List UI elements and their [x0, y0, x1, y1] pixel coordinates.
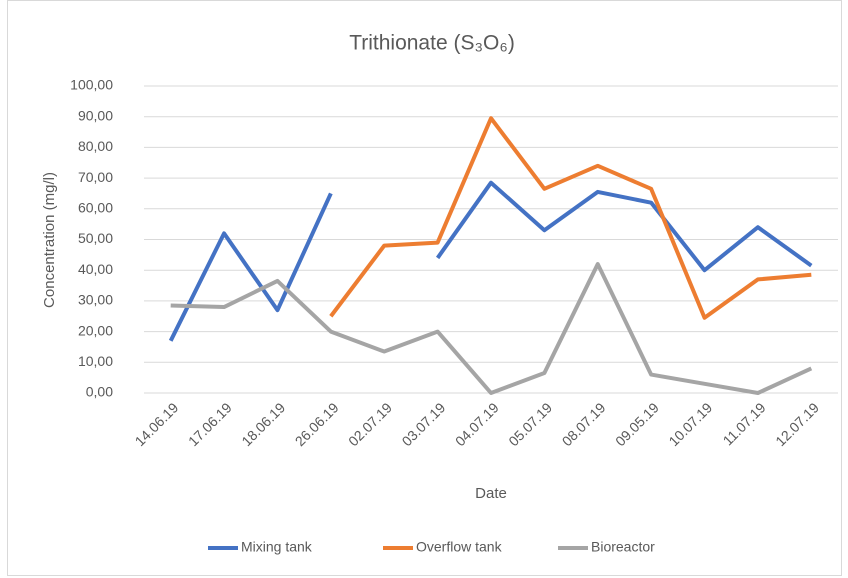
series-line — [170, 262, 813, 395]
y-tick-label: 30,00 — [78, 292, 113, 308]
y-tick-label: 60,00 — [78, 200, 113, 216]
y-tick-label: 0,00 — [86, 384, 113, 400]
y-tick-label: 100,00 — [70, 77, 113, 93]
legend-label: Overflow tank — [416, 539, 503, 555]
legend-label: Mixing tank — [241, 539, 313, 555]
legend-label: Bioreactor — [591, 539, 655, 555]
y-tick-label: 40,00 — [78, 261, 113, 277]
y-tick-label: 70,00 — [78, 169, 113, 185]
y-tick-label: 80,00 — [78, 138, 113, 154]
y-axis-title: Concentration (mg/l) — [41, 172, 58, 308]
chart-title: Trithionate (S₃O₆) — [349, 32, 515, 55]
y-tick-label: 10,00 — [78, 353, 113, 369]
y-tick-label: 20,00 — [78, 322, 113, 338]
y-tick-label: 90,00 — [78, 107, 113, 123]
x-axis-title: Date — [475, 485, 507, 502]
chart-frame — [7, 0, 842, 576]
series-line — [329, 116, 812, 320]
y-tick-label: 50,00 — [78, 230, 113, 246]
series-line — [168, 180, 813, 342]
